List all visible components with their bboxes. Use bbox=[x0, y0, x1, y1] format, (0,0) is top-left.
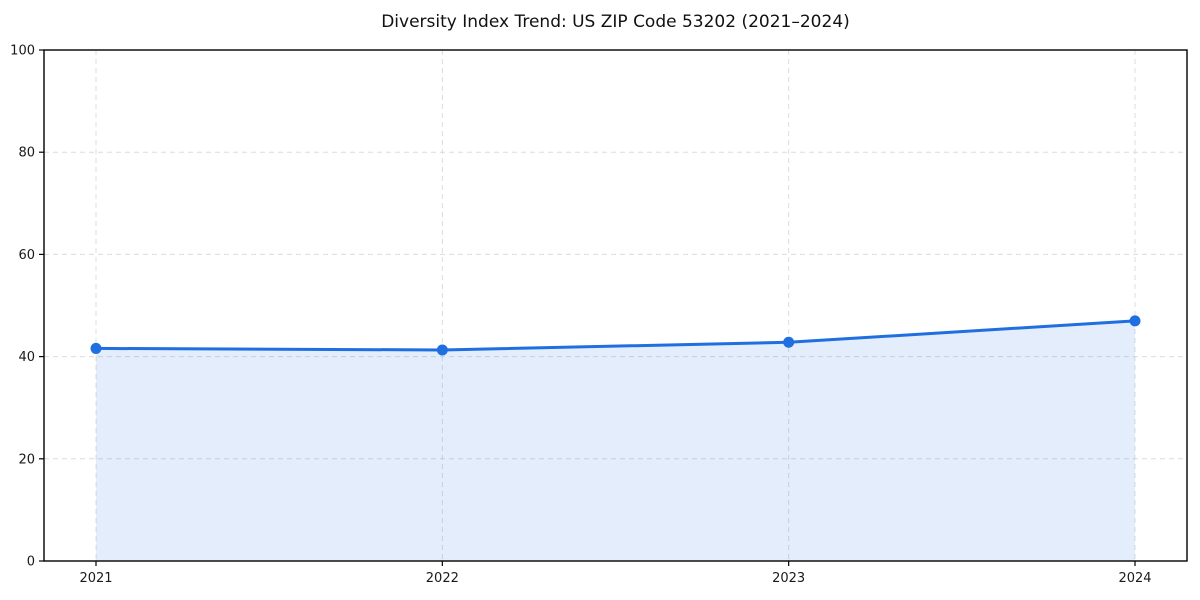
trend-line bbox=[94, 319, 1137, 352]
data-point-marker bbox=[1129, 315, 1141, 327]
data-point-marker bbox=[783, 336, 795, 348]
x-tick-label: 2024 bbox=[1118, 571, 1151, 586]
y-tick-label: 80 bbox=[18, 146, 35, 161]
plot-border bbox=[43, 49, 1188, 562]
chart-title: Diversity Index Trend: US ZIP Code 53202… bbox=[381, 12, 850, 32]
y-tick-label: 60 bbox=[18, 248, 35, 263]
area-fill bbox=[96, 320, 1135, 561]
x-tick-label: 2022 bbox=[426, 571, 459, 586]
y-tick-label: 0 bbox=[27, 555, 35, 570]
y-tick-label: 100 bbox=[10, 44, 35, 59]
data-point-marker bbox=[436, 344, 448, 356]
y-tick-label: 20 bbox=[18, 452, 35, 467]
x-tick-label: 2023 bbox=[772, 571, 805, 586]
y-tick-label: 40 bbox=[18, 350, 35, 365]
x-tick-label: 2021 bbox=[79, 571, 112, 586]
data-point-marker bbox=[90, 342, 102, 354]
